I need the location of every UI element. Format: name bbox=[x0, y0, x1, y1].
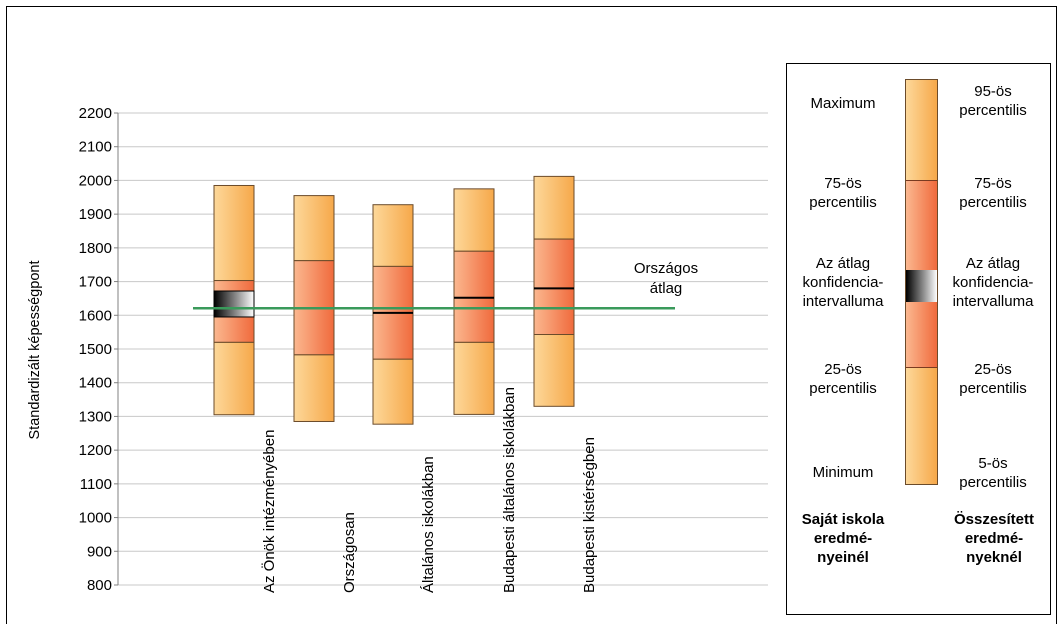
y-tick-label: 1800 bbox=[79, 240, 112, 257]
box-upper-whisker bbox=[293, 195, 335, 262]
legend-swatch-lower-inner bbox=[906, 302, 937, 368]
y-tick-label: 2200 bbox=[79, 105, 112, 122]
legend-right-ci: Az átlag konfidencia-intervalluma bbox=[952, 255, 1034, 310]
box-1 bbox=[213, 184, 255, 416]
category-label: Általános iskolákban bbox=[420, 456, 437, 593]
legend-left-minimum: Minimum bbox=[812, 464, 874, 481]
legend-right-p75: 75-ös percentilis bbox=[959, 175, 1027, 211]
legend-right-p95: 95-ös percentilis bbox=[959, 83, 1027, 119]
box-interquartile bbox=[533, 238, 575, 336]
legend-right-footer: Összesített eredmé-nyeknél bbox=[953, 511, 1035, 566]
box-4 bbox=[453, 188, 495, 415]
legend-right-p25: 25-ös percentilis bbox=[959, 361, 1027, 397]
box-lower-whisker bbox=[293, 354, 335, 422]
box-upper-whisker bbox=[453, 188, 495, 252]
reference-line-label-1: Országos bbox=[634, 260, 698, 277]
y-tick-label: 1500 bbox=[79, 341, 112, 358]
legend-right-p5: 5-ös percentilis bbox=[959, 455, 1027, 491]
legend-swatch-lower-outer bbox=[906, 368, 937, 484]
category-label: Budapesti általános iskolákban bbox=[501, 387, 518, 593]
category-label: Az Önök intézményében bbox=[260, 430, 278, 593]
y-tick-label: 1000 bbox=[79, 510, 112, 527]
box-lower-whisker bbox=[453, 341, 495, 415]
y-tick-label: 900 bbox=[87, 543, 112, 560]
y-tick-label: 2000 bbox=[79, 172, 112, 189]
legend-swatch-upper-outer bbox=[906, 80, 937, 180]
box-lower-whisker bbox=[372, 358, 414, 425]
legend-left-maximum: Maximum bbox=[810, 95, 876, 112]
legend-swatch-upper-inner bbox=[906, 180, 937, 271]
chart-plot: 800 900 1000 1100 1200 1300 1400 1500 1600 1700 18… bbox=[27, 105, 768, 594]
box-lower-whisker bbox=[533, 334, 575, 407]
y-tick-label: 1200 bbox=[79, 442, 112, 459]
box-confidence-interval bbox=[213, 290, 255, 318]
legend-left-p25: 25-ös percentilis bbox=[809, 361, 877, 397]
legend-box-swatch bbox=[905, 79, 938, 485]
y-axis-label: Standardizált képességpont bbox=[27, 261, 43, 440]
y-tick-label: 1100 bbox=[80, 476, 112, 493]
y-tick-label: 1300 bbox=[79, 408, 112, 425]
box-upper-whisker bbox=[213, 184, 255, 282]
y-tick-label: 1700 bbox=[79, 274, 112, 291]
box-upper-whisker bbox=[533, 175, 575, 240]
box-3 bbox=[372, 204, 414, 425]
y-tick-label: 800 bbox=[87, 577, 112, 594]
category-label: Országosan bbox=[341, 512, 358, 593]
y-tick-label: 1400 bbox=[79, 375, 112, 392]
legend: Maximum 75-ös percentilis Az átlag konfi… bbox=[786, 63, 1051, 615]
legend-left-footer: Saját iskola eredmé-nyeinél bbox=[801, 511, 885, 566]
box-5 bbox=[533, 175, 575, 407]
chart-frame bbox=[6, 6, 1057, 624]
y-tick-label: 1600 bbox=[79, 307, 112, 324]
y-tick-label: 2100 bbox=[79, 139, 112, 156]
legend-left-p75: 75-ös percentilis bbox=[809, 175, 877, 211]
box-lower-whisker bbox=[213, 341, 255, 416]
legend-left-ci: Az átlag konfidencia-intervalluma bbox=[802, 255, 884, 310]
box-upper-whisker bbox=[372, 204, 414, 267]
reference-line-label-2: átlag bbox=[650, 280, 683, 297]
legend-swatch-ci bbox=[906, 270, 937, 302]
box-interquartile bbox=[453, 250, 495, 343]
category-label: Budapesti kistérségben bbox=[581, 437, 598, 593]
y-tick-label: 1900 bbox=[79, 206, 112, 223]
